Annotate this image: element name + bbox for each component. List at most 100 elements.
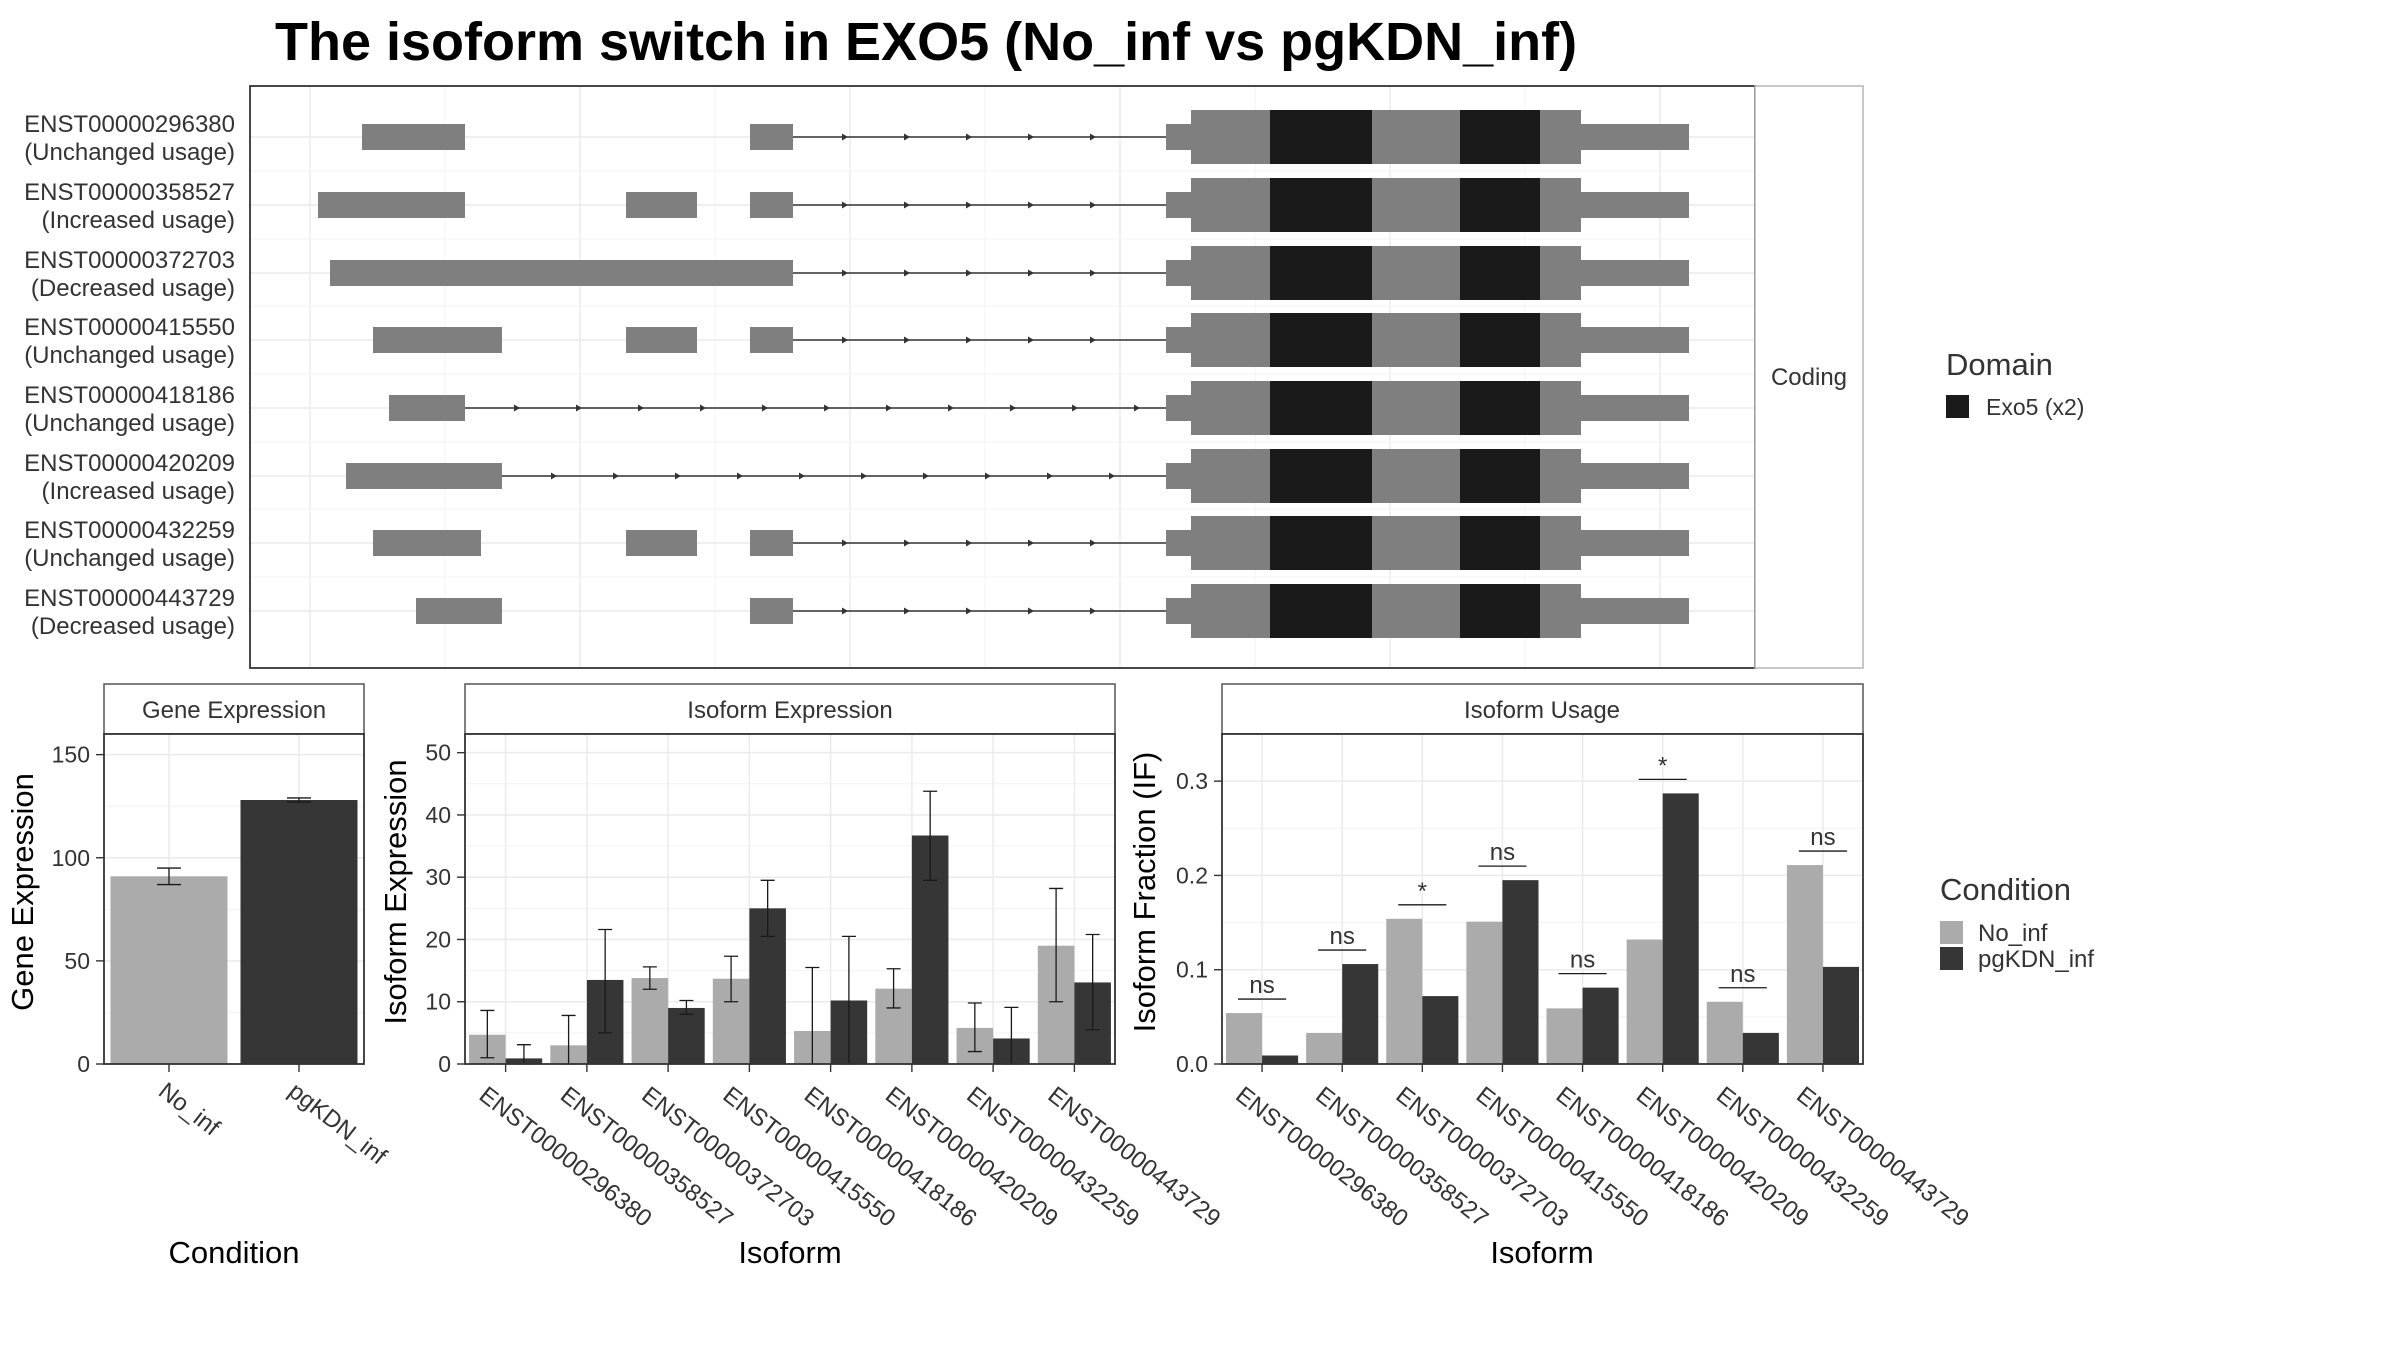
utr-exon	[1581, 192, 1689, 218]
exo5-domain-block	[1460, 449, 1540, 503]
y-tick-label: 10	[425, 989, 451, 1015]
y-tick-label: 0.3	[1176, 768, 1208, 794]
gene-expression-panel: Gene Expression No_inf pgKDN_inf 0 50 100 150…	[5, 683, 392, 1270]
intron-direction-arrow	[904, 201, 910, 209]
intron-direction-arrow	[1028, 201, 1034, 209]
exo5-domain-block	[1460, 246, 1540, 300]
y-tick-label: 0.1	[1176, 957, 1208, 983]
utr-exon	[1166, 124, 1191, 150]
utr-exon	[362, 124, 465, 150]
utr-exon	[750, 327, 793, 353]
isoform-expression-strip	[464, 683, 1116, 735]
figure-title: The isoform switch in EXO5 (No_inf vs pg…	[275, 12, 1577, 72]
structure-row-label-id: ENST00000420209	[24, 450, 235, 477]
exo5-domain-block	[1270, 449, 1372, 503]
utr-exon	[389, 395, 465, 421]
structure-row-labels: ENST00000296380(Unchanged usage)ENST0000…	[24, 111, 235, 640]
intron-direction-arrow	[948, 404, 954, 412]
utr-exon	[346, 463, 502, 489]
utr-exon	[318, 192, 465, 218]
error-bar	[724, 955, 739, 1003]
intron-direction-arrow	[514, 404, 520, 412]
y-tick-label: 40	[425, 802, 451, 828]
intron-direction-arrow	[1090, 539, 1096, 547]
intron-direction-arrow	[1090, 269, 1096, 277]
utr-exon	[1166, 598, 1191, 624]
significance-label: *	[1658, 752, 1667, 779]
error-bar	[679, 999, 694, 1015]
structure-panel: Coding ENST00000296380(Unchanged usage)E…	[24, 85, 1864, 669]
bar-pgkdn-inf	[1502, 880, 1539, 1064]
isoform-usage-strip-title: Isoform Usage	[1464, 697, 1620, 724]
structure-facet-strip	[1754, 85, 1864, 669]
y-tick-label: 0.0	[1176, 1051, 1208, 1077]
intron-direction-arrow	[638, 404, 644, 412]
error-bar	[157, 867, 181, 886]
y-tick-label: 20	[425, 926, 451, 952]
exo5-domain-block	[1460, 381, 1540, 435]
intron-direction-arrow	[904, 539, 910, 547]
y-tick-label: 0.2	[1176, 862, 1208, 888]
bar-no-inf	[1706, 1001, 1743, 1064]
structure-row-label-usage: (Unchanged usage)	[24, 545, 235, 572]
plot-background	[1222, 734, 1863, 1064]
structure-tracks	[318, 110, 1689, 638]
condition-legend-title: Condition	[1940, 872, 2071, 907]
exo5-domain-block	[1460, 584, 1540, 638]
structure-row-label-id: ENST00000358527	[24, 179, 235, 206]
intron-direction-arrow	[842, 133, 848, 141]
structure-row-label-id: ENST00000296380	[24, 111, 235, 138]
significance-label: ns	[1490, 839, 1515, 866]
condition-legend-label-no-inf: No_inf	[1978, 920, 2048, 947]
bar-pgkdn-inf	[668, 1007, 705, 1064]
y-tick-label: 100	[52, 845, 90, 871]
intron-direction-arrow	[842, 539, 848, 547]
utr-exon	[373, 530, 481, 556]
gene-expression-plot: No_inf pgKDN_inf 0 50 100 150	[52, 733, 392, 1170]
bar-pgkdn-inf	[240, 800, 358, 1064]
intron-direction-arrow	[842, 269, 848, 277]
exo5-domain-block	[1460, 110, 1540, 164]
utr-exon	[1166, 530, 1191, 556]
bar-no-inf	[1306, 1032, 1343, 1064]
intron-direction-arrow	[1072, 404, 1078, 412]
exo5-domain-block	[1460, 516, 1540, 570]
significance-label: ns	[1330, 923, 1355, 950]
error-bar	[760, 879, 775, 938]
significance-label: *	[1418, 878, 1427, 905]
exo5-domain-block	[1460, 178, 1540, 232]
intron-direction-arrow	[551, 472, 557, 480]
exo5-domain-block	[1270, 178, 1372, 232]
utr-exon	[1166, 395, 1191, 421]
intron-direction-arrow	[966, 336, 972, 344]
intron-direction-arrow	[966, 539, 972, 547]
gene-expression-xlabel: Condition	[169, 1235, 300, 1270]
structure-row-label-usage: (Increased usage)	[42, 207, 235, 234]
intron-direction-arrow	[966, 133, 972, 141]
significance-label: ns	[1249, 972, 1274, 999]
bar-no-inf	[110, 876, 228, 1064]
bar-pgkdn-inf	[1742, 1032, 1779, 1064]
structure-row-label-usage: (Unchanged usage)	[24, 139, 235, 166]
x-tick-label: pgKDN_inf	[283, 1077, 391, 1170]
error-bar	[886, 968, 901, 1009]
exo5-domain-block	[1270, 584, 1372, 638]
error-bar	[480, 1009, 495, 1059]
isoform-expression-strip-title: Isoform Expression	[687, 697, 892, 724]
exo5-domain-block	[1270, 313, 1372, 367]
intron-direction-arrow	[1134, 404, 1140, 412]
bar-no-inf	[1226, 1013, 1263, 1064]
structure-row-label-usage: (Unchanged usage)	[24, 342, 235, 369]
isoform-usage-ylabel: Isoform Fraction (IF)	[1127, 752, 1162, 1033]
utr-exon	[1581, 327, 1689, 353]
plot-border	[464, 733, 1116, 1065]
utr-exon	[1166, 260, 1191, 286]
utr-exon	[330, 260, 793, 286]
utr-exon	[1581, 124, 1689, 150]
intron-direction-arrow	[700, 404, 706, 412]
bar-pgkdn-inf	[1662, 793, 1699, 1064]
utr-exon	[750, 124, 793, 150]
utr-exon	[1581, 260, 1689, 286]
